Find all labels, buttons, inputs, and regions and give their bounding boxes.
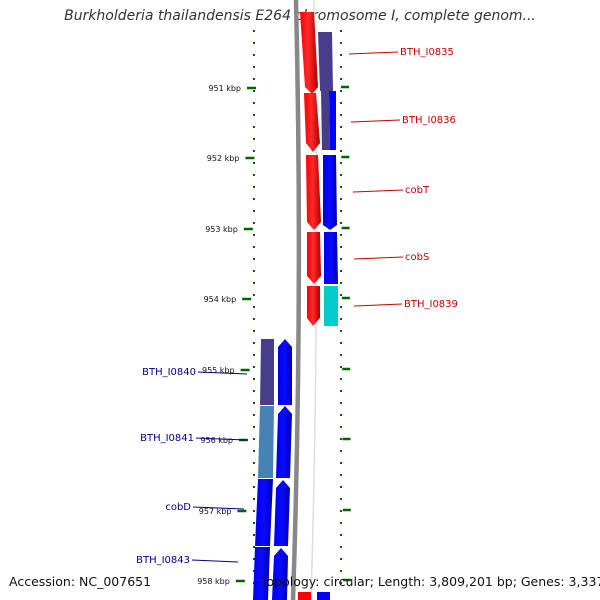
gene-label-leader (195, 437, 247, 441)
gene-label-bth_i0835[interactable]: BTH_I0835 (400, 47, 454, 58)
gene-block-cobd[interactable] (255, 479, 273, 546)
gene-label-bth_i0841[interactable]: BTH_I0841 (140, 433, 194, 444)
gene-arrow-cobs-blue[interactable] (324, 232, 338, 284)
gene-arrow-bottom-blue[interactable] (317, 592, 330, 600)
gene-label-leader (352, 189, 404, 193)
axis-tick-label: 958 kbp (197, 577, 230, 586)
axis-tick-label: 951 kbp (208, 84, 241, 93)
gene-arrow-bth-i0839-cyan[interactable] (324, 286, 338, 326)
gene-arrow-bth-i0841[interactable] (276, 406, 292, 478)
accession-label: Accession: NC_007651 (9, 574, 152, 589)
gene-arrow-bth-i0839[interactable] (307, 286, 320, 326)
gene-arrow-bth-i0836-track2[interactable] (321, 91, 330, 150)
genome-summary: Topology: circular; Length: 3,809,201 bp… (261, 574, 600, 589)
gene-arrow-bth-i0836[interactable] (304, 93, 320, 152)
gene-label-leader (192, 506, 245, 510)
reverse-labels: BTH_I0840 BTH_I0841 cobD BTH_I0843 (136, 367, 248, 566)
gene-label-bth_i0836[interactable]: BTH_I0836 (402, 115, 456, 126)
axis-tick-label: 952 kbp (207, 154, 240, 163)
gene-arrow-bth-i0835[interactable] (300, 12, 318, 94)
gene-block-bth-i0840[interactable] (260, 339, 274, 405)
gene-label-leader (353, 303, 403, 307)
gene-label-leader (353, 256, 404, 260)
gene-label-cobt[interactable]: cobT (405, 185, 430, 196)
gene-arrow-cobd[interactable] (274, 480, 290, 546)
gene-label-leader (350, 119, 401, 123)
chromosome-backbone (290, 0, 302, 600)
axis-tick-label: 954 kbp (204, 295, 237, 304)
gene-block-bth-i0843[interactable] (253, 547, 270, 600)
gene-arrow-bth-i0835-track2[interactable] (318, 32, 333, 91)
axis-tick-label: 957 kbp (199, 507, 232, 516)
gene-label-leader (191, 559, 239, 563)
axis-tick-label: 955 kbp (202, 366, 235, 375)
reverse-features (253, 339, 330, 600)
gene-label-cobs[interactable]: cobS (405, 252, 429, 263)
gene-arrow-cobs[interactable] (307, 232, 321, 284)
axis-tick-label: 953 kbp (205, 225, 238, 234)
map-title: Burkholderia thailandensis E264 chromoso… (64, 8, 536, 24)
gene-arrow-bottom-red[interactable] (298, 592, 311, 600)
axis-tick-label: 956 kbp (200, 436, 233, 445)
forward-features (300, 12, 338, 326)
gene-label-leader (348, 51, 399, 55)
gene-arrow-cobt-blue[interactable] (323, 155, 337, 230)
gene-label-bth_i0839[interactable]: BTH_I0839 (404, 299, 458, 310)
gene-label-leader (197, 371, 248, 375)
forward-labels: BTH_I0835 BTH_I0836 cobT cobS BTH_I0839 (348, 47, 458, 310)
gene-arrow-bth-i0843[interactable] (272, 548, 288, 600)
gene-label-bth_i0843[interactable]: BTH_I0843 (136, 555, 190, 566)
gene-arrow-bth-i0840[interactable] (278, 339, 292, 405)
gene-label-cobd[interactable]: cobD (165, 502, 191, 513)
gene-label-bth_i0840[interactable]: BTH_I0840 (142, 367, 196, 378)
gene-arrow-bth-i0836-blue[interactable] (329, 91, 336, 150)
axis-ticks: 951 kbp 952 kbp 953 kbp 954 kbp 955 kbp 956 k… (197, 84, 352, 586)
gene-arrow-cobt[interactable] (306, 155, 321, 230)
gene-block-bth-i0841[interactable] (258, 406, 274, 478)
